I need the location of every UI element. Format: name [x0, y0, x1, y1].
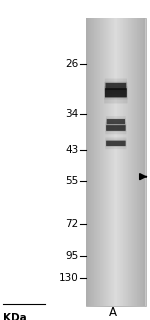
Bar — [125, 18, 126, 306]
FancyBboxPatch shape — [105, 83, 126, 90]
FancyBboxPatch shape — [106, 118, 126, 125]
Bar — [104, 18, 105, 306]
Bar — [131, 18, 132, 306]
FancyBboxPatch shape — [107, 119, 125, 124]
Bar — [117, 18, 118, 306]
Bar — [127, 18, 128, 306]
FancyBboxPatch shape — [105, 81, 127, 91]
Text: A: A — [109, 306, 117, 319]
Bar — [110, 18, 111, 306]
Bar — [136, 18, 137, 306]
FancyBboxPatch shape — [105, 124, 126, 132]
Text: 34: 34 — [66, 108, 79, 119]
Bar — [115, 18, 116, 306]
Bar — [141, 18, 142, 306]
FancyBboxPatch shape — [105, 140, 126, 147]
Bar — [142, 18, 143, 306]
FancyBboxPatch shape — [105, 78, 127, 94]
Text: 55: 55 — [66, 176, 79, 186]
Bar — [140, 18, 141, 306]
FancyBboxPatch shape — [104, 86, 128, 100]
Bar — [86, 18, 87, 306]
Bar — [124, 18, 125, 306]
FancyBboxPatch shape — [105, 138, 126, 149]
Bar — [139, 18, 140, 306]
Bar — [111, 18, 112, 306]
Bar — [91, 18, 92, 306]
Text: 72: 72 — [66, 219, 79, 229]
Bar — [93, 18, 94, 306]
Bar — [120, 18, 121, 306]
Bar — [119, 18, 120, 306]
Bar — [106, 18, 107, 306]
Bar — [129, 18, 130, 306]
Bar — [128, 18, 129, 306]
Text: 26: 26 — [66, 59, 79, 69]
FancyBboxPatch shape — [106, 116, 126, 127]
FancyBboxPatch shape — [106, 125, 126, 131]
Bar — [109, 18, 110, 306]
FancyBboxPatch shape — [105, 122, 126, 134]
Bar — [134, 18, 135, 306]
Bar — [87, 18, 88, 306]
Bar — [116, 18, 117, 306]
Bar — [114, 18, 115, 306]
Text: KDa: KDa — [3, 313, 27, 320]
Text: 130: 130 — [59, 273, 79, 284]
Bar — [137, 18, 138, 306]
Bar — [88, 18, 89, 306]
Bar — [90, 18, 91, 306]
FancyBboxPatch shape — [106, 140, 126, 146]
Bar — [107, 18, 108, 306]
Bar — [145, 18, 146, 306]
Bar — [86, 18, 146, 306]
FancyBboxPatch shape — [105, 88, 127, 97]
Bar — [135, 18, 136, 306]
Text: 95: 95 — [66, 251, 79, 261]
Bar — [118, 18, 119, 306]
Bar — [130, 18, 131, 306]
Bar — [143, 18, 144, 306]
Bar — [103, 18, 104, 306]
Bar — [113, 18, 114, 306]
Bar — [96, 18, 97, 306]
Bar — [122, 18, 123, 306]
Bar — [133, 18, 134, 306]
Bar — [89, 18, 90, 306]
Bar — [132, 18, 133, 306]
Bar — [123, 18, 124, 306]
Bar — [108, 18, 109, 306]
FancyBboxPatch shape — [104, 82, 128, 103]
Bar — [94, 18, 95, 306]
Bar — [144, 18, 145, 306]
Bar — [138, 18, 139, 306]
Bar — [100, 18, 101, 306]
Bar — [92, 18, 93, 306]
Bar — [95, 18, 96, 306]
Bar — [99, 18, 100, 306]
Bar — [98, 18, 99, 306]
Bar — [101, 18, 102, 306]
Bar — [97, 18, 98, 306]
Bar — [112, 18, 113, 306]
Bar — [105, 18, 106, 306]
Bar — [126, 18, 127, 306]
Bar — [102, 18, 103, 306]
Bar — [121, 18, 122, 306]
Text: 43: 43 — [66, 145, 79, 156]
